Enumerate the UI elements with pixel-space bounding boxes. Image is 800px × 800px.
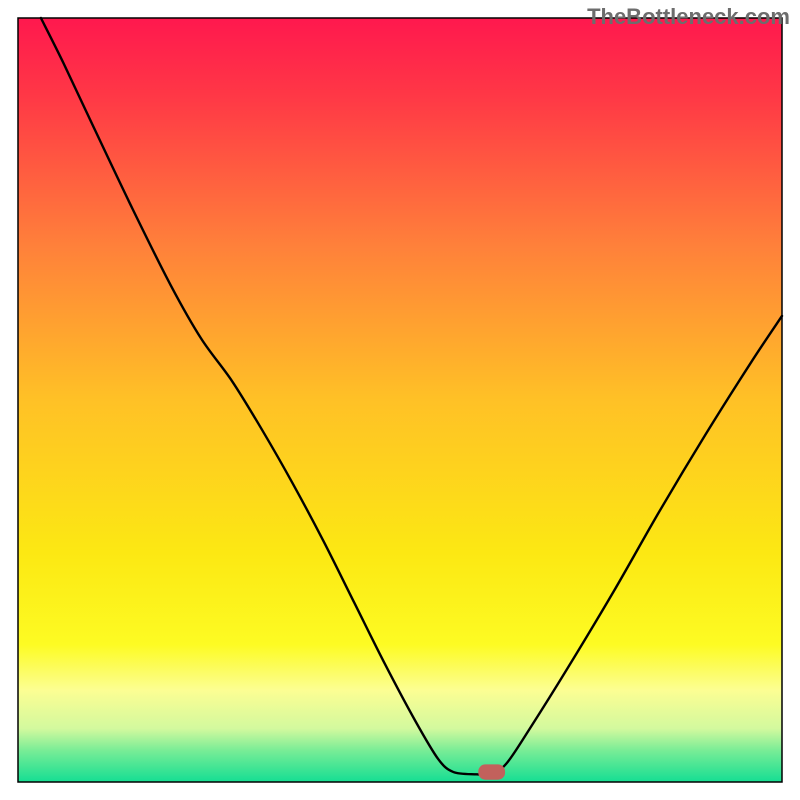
watermark-text: TheBottleneck.com — [587, 4, 790, 30]
optimal-marker — [478, 764, 505, 779]
bottleneck-chart: TheBottleneck.com — [0, 0, 800, 800]
chart-svg — [0, 0, 800, 800]
chart-background — [18, 18, 782, 782]
